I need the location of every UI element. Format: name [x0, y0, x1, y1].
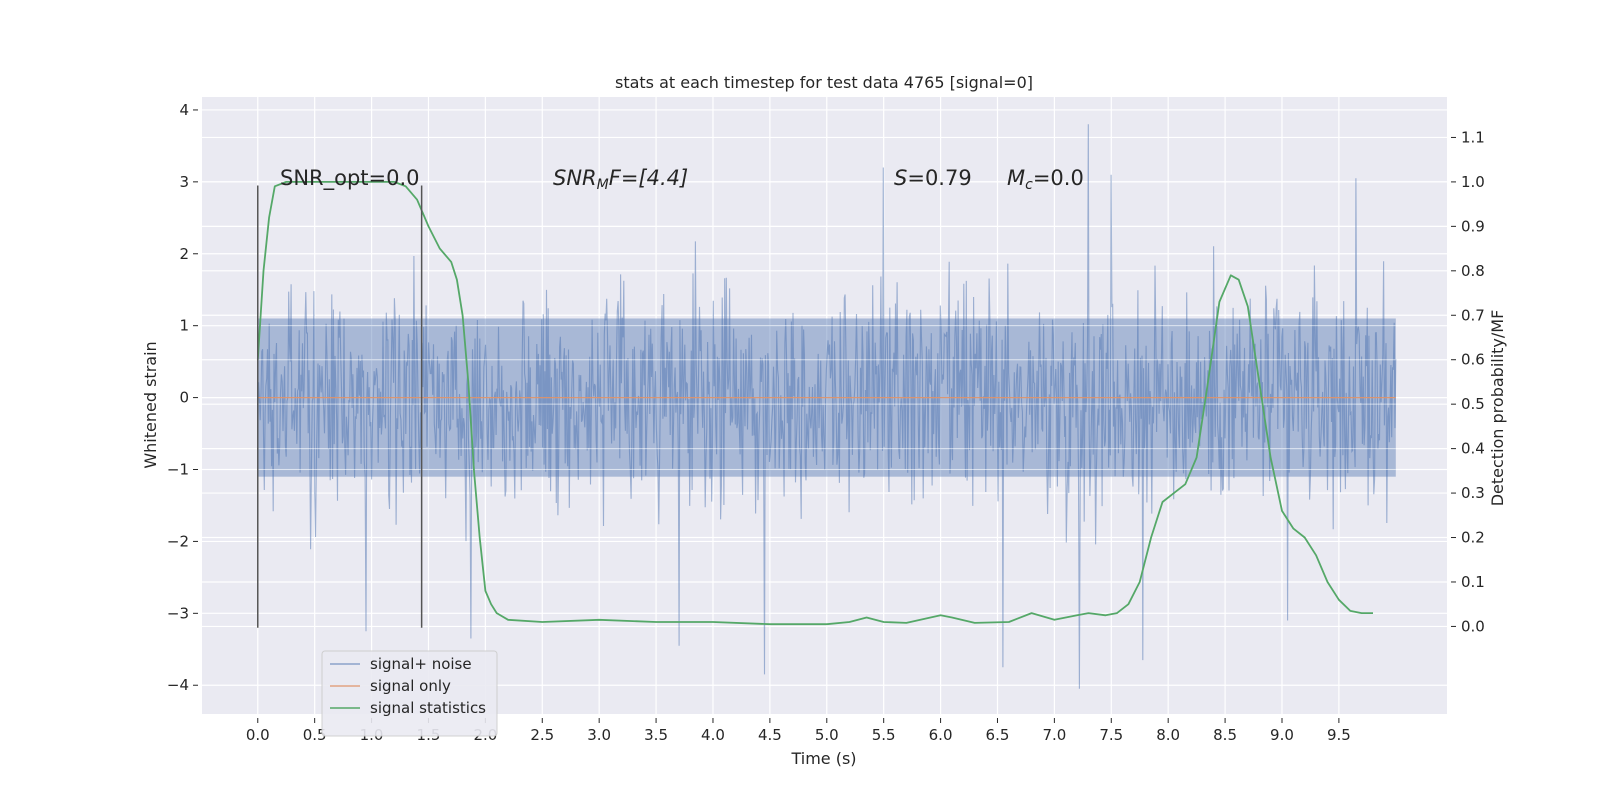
x-tick-label: 0.5	[303, 726, 327, 744]
data-layer	[256, 124, 1397, 689]
y-right-tick-label: 0.0	[1461, 617, 1485, 635]
x-tick-label: 5.5	[872, 726, 896, 744]
y-right-tick-label: 0.1	[1461, 573, 1485, 591]
y-right-tick-label: 0.3	[1461, 484, 1485, 502]
y-tick-label: −3	[167, 604, 189, 622]
y-axis-right-title: Detection probability/MF	[1488, 310, 1507, 507]
y-right-tick-label: 0.6	[1461, 351, 1485, 369]
series-signal-statistics	[256, 180, 1373, 626]
annotation-mc: Mc=0.0	[1007, 166, 1084, 193]
x-tick-label: 9.5	[1327, 726, 1351, 744]
y-right-tick-label: 1.0	[1461, 173, 1485, 191]
y-tick-label: −2	[167, 532, 189, 550]
y-right-tick-label: 1.1	[1461, 128, 1485, 146]
x-axis-title: Time (s)	[790, 749, 856, 768]
x-tick-label: 5.0	[815, 726, 839, 744]
mc-value: =0.0	[1033, 166, 1084, 190]
legend-box	[321, 650, 498, 737]
y-axis-left: −4 −3 −2 −1 0 1 2 3 4	[167, 101, 198, 694]
y-right-tick-label: 0.7	[1461, 306, 1485, 324]
y-right-tick-label: 0.9	[1461, 217, 1485, 235]
chart-title: stats at each timestep for test data 476…	[615, 73, 1033, 92]
x-tick-label: 2.5	[530, 726, 554, 744]
snr-mf-rest: F=[4.4]	[609, 166, 688, 190]
y-tick-label: −1	[167, 461, 189, 479]
y-axis-title: Whitened strain	[141, 341, 160, 468]
x-tick-label: 8.5	[1213, 726, 1237, 744]
x-tick-label: 3.0	[587, 726, 611, 744]
y-right-tick-label: 0.8	[1461, 262, 1485, 280]
x-tick-label: 4.5	[758, 726, 782, 744]
s-variable: S	[894, 166, 907, 190]
x-tick-label: 3.5	[644, 726, 668, 744]
y-tick-label: 4	[179, 101, 189, 119]
x-tick-label: 4.0	[701, 726, 725, 744]
x-tick-label: 8.0	[1156, 726, 1180, 744]
y-tick-label: −4	[167, 676, 189, 694]
x-tick-label: 6.0	[929, 726, 953, 744]
annotation-snr-mf: SNRMF=[4.4]	[553, 166, 688, 193]
legend: signal+ noise signal only signal statist…	[321, 650, 498, 737]
x-tick-label: 0.0	[246, 726, 270, 744]
y-right-tick-label: 0.5	[1461, 395, 1485, 413]
annotation-s: S=0.79	[894, 166, 972, 190]
y-tick-label: 1	[179, 317, 189, 335]
s-value: =0.79	[907, 166, 971, 190]
x-tick-label: 7.0	[1042, 726, 1066, 744]
x-tick-label: 6.5	[986, 726, 1010, 744]
y-tick-label: 3	[179, 173, 189, 191]
legend-label-signal-only: signal only	[370, 677, 451, 695]
x-tick-label: 9.0	[1270, 726, 1294, 744]
legend-label-signal-noise: signal+ noise	[370, 655, 472, 673]
series-signal-noise	[257, 124, 1397, 689]
mc-subscript: c	[1025, 177, 1033, 193]
x-tick-label: 7.5	[1099, 726, 1123, 744]
vertical-markers	[257, 185, 423, 628]
legend-label-signal-statistics: signal statistics	[370, 699, 486, 717]
snr-mf-base: SNR	[553, 166, 597, 190]
snr-mf-subscript: M	[597, 177, 609, 193]
y-tick-label: 2	[179, 245, 189, 263]
y-axis-right: 0.0 0.1 0.2 0.3 0.4 0.5 0.6 0.7 0.8 0.9 1.0 1.1	[1451, 128, 1485, 635]
annotation-snr-opt: SNR_opt=0.0	[280, 166, 420, 191]
y-tick-label: 0	[179, 389, 189, 407]
y-right-tick-label: 0.2	[1461, 529, 1485, 547]
mc-variable: M	[1007, 166, 1025, 190]
y-right-tick-label: 0.4	[1461, 440, 1485, 458]
